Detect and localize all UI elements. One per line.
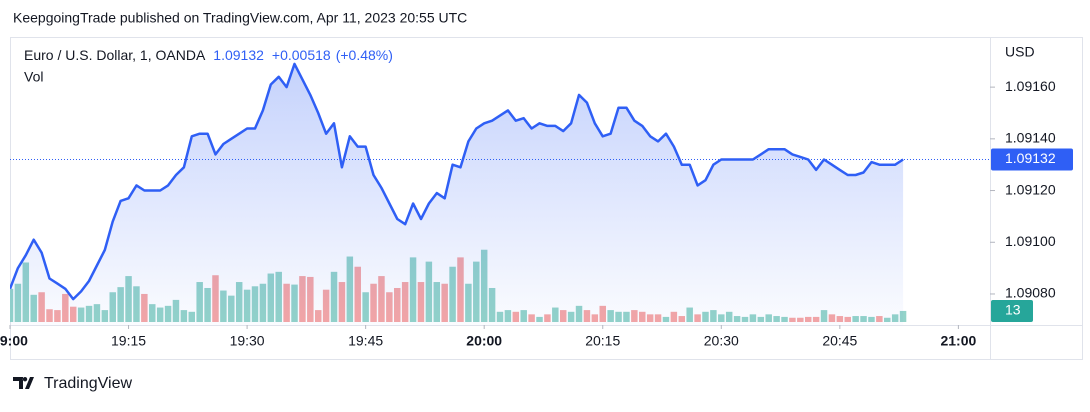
chart-frame bbox=[10, 37, 1083, 360]
axes: 1.09080 1.09100 1.09120 1.09140 1.09160 19:00… bbox=[0, 78, 1073, 349]
logo: TradingView bbox=[13, 375, 132, 392]
publisher: KeepgoingTrade published on TradingView.… bbox=[13, 10, 467, 26]
x-tick-label: 21:00 bbox=[940, 333, 976, 349]
last-price-box bbox=[991, 148, 1073, 171]
logo-icon bbox=[13, 377, 34, 389]
x-tick-label: 20:00 bbox=[466, 333, 502, 349]
volume-box bbox=[991, 299, 1033, 322]
area-fill bbox=[10, 63, 904, 325]
y-tick-label: 1.09160 bbox=[1005, 78, 1056, 94]
y-tick-label: 1.09100 bbox=[1005, 233, 1056, 249]
legend: Euro / U.S. Dollar, 1, OANDA 1.09132 +0.00… bbox=[24, 47, 393, 63]
x-tick-label: 20:15 bbox=[585, 333, 620, 349]
x-tick-label: 19:00 bbox=[0, 333, 28, 349]
price-line bbox=[10, 62, 904, 301]
symbol: Euro / U.S. Dollar, 1, OANDA bbox=[24, 47, 206, 63]
x-tick-label: 20:30 bbox=[704, 333, 739, 349]
y-tick-label: 1.09080 bbox=[1005, 285, 1056, 301]
plot bbox=[10, 62, 990, 325]
x-tick-label: 19:45 bbox=[348, 333, 383, 349]
volume-label: 13 bbox=[1005, 302, 1021, 318]
change-percent: (+0.48%) bbox=[336, 47, 393, 63]
last-price-label: 1.09132 bbox=[1005, 150, 1056, 166]
brand: TradingView bbox=[44, 375, 132, 392]
currency: USD bbox=[1005, 44, 1035, 60]
x-tick-label: 20:45 bbox=[822, 333, 857, 349]
y-tick-label: 1.09140 bbox=[1005, 130, 1056, 146]
x-tick-label: 19:30 bbox=[230, 333, 265, 349]
change: +0.00518 bbox=[272, 47, 331, 63]
y-tick-label: 1.09120 bbox=[1005, 181, 1056, 197]
volume-legend: Vol bbox=[24, 69, 43, 85]
x-tick-label: 19:15 bbox=[111, 333, 146, 349]
last-price: 1.09132 bbox=[213, 47, 264, 63]
